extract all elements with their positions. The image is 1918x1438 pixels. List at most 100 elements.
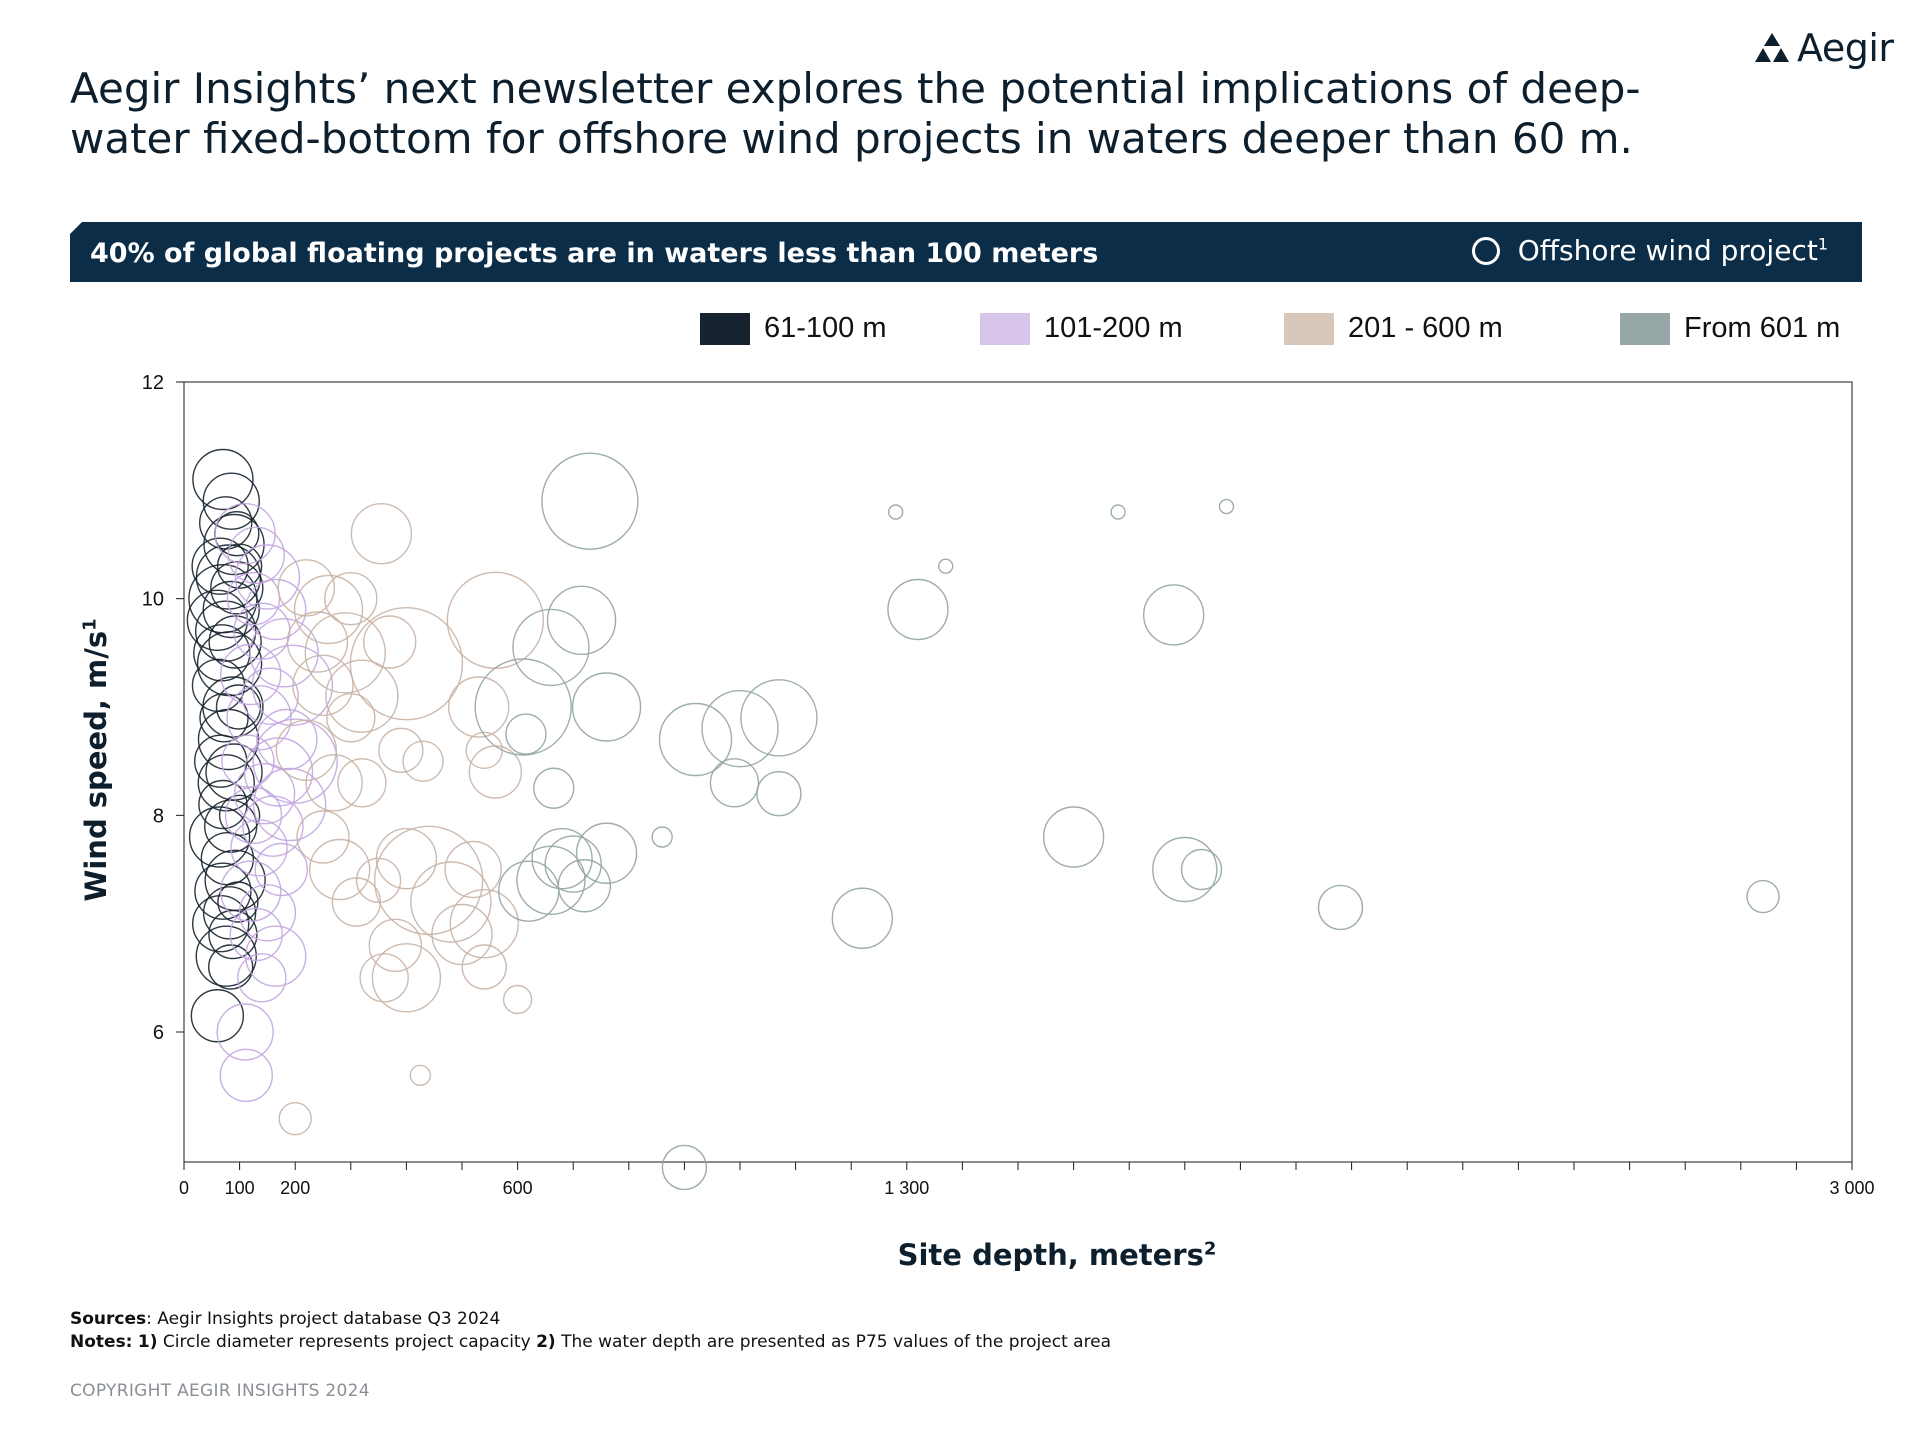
x-tick-label: 100 [225, 1178, 255, 1198]
project-circle [531, 827, 593, 890]
project-circle [218, 794, 261, 837]
project-circle [355, 857, 402, 904]
project-circle [202, 472, 260, 530]
x-axis-label-text: Site depth, meters [897, 1238, 1204, 1272]
legend-label: 201 - 600 m [1348, 312, 1503, 344]
project-circle [887, 578, 949, 641]
project-circle [293, 574, 364, 645]
project-circle [410, 861, 492, 943]
project-circle [431, 903, 493, 966]
note1-label: 1) [137, 1332, 158, 1352]
project-circle [256, 708, 318, 771]
project-circle [227, 526, 285, 585]
project-circle [1110, 504, 1126, 520]
project-circle [188, 806, 251, 868]
project-circle [402, 740, 444, 782]
project-circle [1746, 879, 1780, 914]
x-tick-label: 200 [280, 1178, 310, 1198]
y-axis-label-sup: 1 [79, 618, 101, 631]
project-circle [226, 571, 281, 626]
sources-label: Sources [70, 1309, 147, 1329]
project-circle [887, 504, 904, 520]
project-circle [202, 886, 257, 940]
project-circle [546, 585, 617, 656]
legend-swatch [700, 312, 750, 345]
project-circle [217, 881, 259, 923]
x-tick-label: 0 [179, 1178, 189, 1198]
banner-legend-text: Offshore wind project [1517, 234, 1818, 267]
chart-marks [186, 448, 1780, 1191]
plot-border [183, 381, 1853, 1163]
project-circle [474, 658, 572, 756]
chart-legend: 61-100 m 101-200 m 201 - 600 m From 601 … [0, 312, 1918, 346]
y-tick-label: 12 [142, 372, 164, 394]
notes-label: Notes: [70, 1332, 133, 1352]
x-tick-label: 3 000 [1829, 1178, 1874, 1198]
project-circle [373, 825, 484, 936]
project-circle [308, 838, 371, 901]
plot-frame [183, 381, 1853, 1163]
project-circle [229, 907, 283, 962]
project-circle [230, 819, 288, 877]
project-circle [199, 693, 249, 743]
project-circle [192, 448, 254, 511]
project-circle [325, 659, 399, 733]
legend-item-201-600: 201 - 600 m [1284, 312, 1503, 345]
project-circle [254, 842, 308, 897]
series-61-100-m [186, 448, 266, 1043]
project-circle [349, 606, 464, 721]
project-circle [461, 944, 507, 990]
project-circle [245, 578, 307, 641]
series-201-600-m [275, 502, 545, 1136]
project-circle [275, 719, 338, 782]
banner-legend-sup: 1 [1817, 234, 1828, 254]
notes-line: Notes: 1) Circle diameter represents pro… [70, 1331, 1111, 1354]
project-circle [210, 561, 264, 615]
project-circle [444, 840, 502, 899]
project-circle [208, 909, 258, 960]
project-circle [1042, 806, 1105, 868]
y-tick-label: 8 [153, 805, 164, 827]
project-circle [571, 672, 642, 742]
project-circle [449, 888, 519, 959]
chart-banner: 40% of global floating projects are in w… [70, 222, 1862, 282]
project-circle [304, 612, 386, 694]
page-title: Aegir Insights’ next newsletter explores… [70, 64, 1641, 163]
project-circle [938, 558, 954, 574]
y-axis-label-text: Wind speed, m/s [79, 630, 113, 902]
note1-text: Circle diameter represents project capac… [157, 1332, 537, 1352]
y-axis: 6 8 10 12 [142, 372, 184, 1044]
project-circle [375, 827, 438, 890]
project-circle [533, 767, 575, 809]
banner-legend-label: Offshore wind project1 [1518, 234, 1828, 267]
project-circle [286, 611, 349, 673]
sources-line: Sources: Aegir Insights project database… [70, 1308, 1111, 1331]
project-circle [202, 580, 260, 639]
project-circle [220, 860, 282, 922]
project-circle [831, 887, 894, 949]
project-circle [446, 571, 545, 670]
project-circle [237, 953, 287, 1003]
legend-item-from-601: From 601 m [1620, 312, 1840, 345]
project-circle [368, 918, 422, 973]
legend-label: 61-100 m [764, 312, 887, 344]
series-from-601-m [474, 452, 1780, 1191]
legend-swatch [1284, 312, 1334, 345]
project-circle [326, 693, 376, 743]
project-circle [208, 615, 262, 669]
x-axis-label-sup: 2 [1203, 1238, 1217, 1260]
banner-text: 40% of global floating projects are in w… [90, 238, 1099, 269]
y-tick-label: 10 [142, 589, 164, 611]
project-circle [651, 826, 673, 848]
project-circle [245, 925, 307, 987]
aegir-logo-icon [1755, 33, 1789, 62]
project-circle [191, 537, 249, 595]
x-axis: 0 100 200 600 1 300 3 000 [179, 1162, 1875, 1198]
note2-label: 2) [536, 1332, 556, 1352]
project-circle [371, 943, 442, 1013]
brand-logo: Aegir [1755, 26, 1894, 70]
y-axis-label: Wind speed, m/s1 [79, 618, 113, 901]
chart-notes: Sources: Aegir Insights project database… [70, 1308, 1111, 1354]
ring-icon [1471, 236, 1500, 265]
